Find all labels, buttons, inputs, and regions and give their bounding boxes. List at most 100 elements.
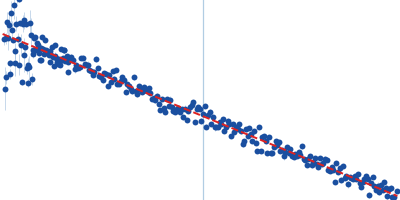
Point <box>252 141 259 144</box>
Point <box>261 134 267 137</box>
Point <box>131 76 137 79</box>
Point <box>32 35 38 38</box>
Point <box>184 119 190 122</box>
Point <box>256 125 262 128</box>
Point <box>156 103 162 106</box>
Point <box>50 55 56 58</box>
Point <box>323 158 330 162</box>
Point <box>249 139 256 143</box>
Point <box>182 107 188 110</box>
Point <box>136 84 142 88</box>
Point <box>175 106 182 109</box>
Point <box>231 130 238 134</box>
Point <box>384 195 391 198</box>
Point <box>203 125 210 128</box>
Point <box>170 109 177 112</box>
Point <box>318 163 325 166</box>
Point <box>13 22 19 25</box>
Point <box>241 140 248 143</box>
Point <box>230 123 236 126</box>
Point <box>224 119 231 122</box>
Point <box>32 48 39 51</box>
Point <box>240 142 246 145</box>
Point <box>73 64 80 67</box>
Point <box>98 76 104 79</box>
Point <box>271 146 277 149</box>
Point <box>165 105 172 108</box>
Point <box>310 160 317 163</box>
Point <box>178 108 185 111</box>
Point <box>295 150 302 154</box>
Point <box>51 54 58 58</box>
Point <box>9 28 15 31</box>
Point <box>20 19 27 22</box>
Point <box>58 47 64 51</box>
Point <box>284 146 290 149</box>
Point <box>2 87 8 90</box>
Point <box>122 90 129 94</box>
Point <box>355 172 361 176</box>
Point <box>248 133 254 136</box>
Point <box>356 182 363 185</box>
Point <box>259 135 266 138</box>
Point <box>137 88 144 91</box>
Point <box>81 62 88 65</box>
Point <box>28 33 34 37</box>
Point <box>172 111 178 114</box>
Point <box>391 196 397 199</box>
Point <box>292 152 298 155</box>
Point <box>376 190 382 193</box>
Point <box>50 65 57 68</box>
Point <box>258 150 264 153</box>
Point <box>96 74 102 77</box>
Point <box>335 170 341 173</box>
Point <box>49 46 55 49</box>
Point <box>289 155 295 158</box>
Point <box>113 69 119 72</box>
Point <box>38 59 44 62</box>
Point <box>394 189 400 192</box>
Point <box>108 80 114 83</box>
Point <box>386 187 392 191</box>
Point <box>19 81 25 84</box>
Point <box>24 81 31 84</box>
Point <box>328 166 335 169</box>
Point <box>126 84 132 87</box>
Point <box>216 120 223 123</box>
Point <box>25 63 32 66</box>
Point <box>72 68 78 71</box>
Point <box>83 63 90 67</box>
Point <box>106 73 112 76</box>
Point <box>346 176 353 179</box>
Point <box>379 188 386 192</box>
Point <box>16 63 23 66</box>
Point <box>154 94 160 98</box>
Point <box>162 111 168 114</box>
Point <box>358 186 364 189</box>
Point <box>3 37 10 40</box>
Point <box>215 126 221 129</box>
Point <box>23 22 29 25</box>
Point <box>169 105 175 108</box>
Point <box>279 148 285 151</box>
Point <box>174 107 180 110</box>
Point <box>159 97 165 100</box>
Point <box>348 177 354 180</box>
Point <box>226 122 233 125</box>
Point <box>236 122 242 125</box>
Point <box>10 3 17 6</box>
Point <box>197 107 203 111</box>
Point <box>254 149 261 152</box>
Point <box>21 54 28 57</box>
Point <box>315 165 322 168</box>
Point <box>142 88 149 91</box>
Point <box>15 38 21 41</box>
Point <box>345 183 351 186</box>
Point <box>146 87 152 90</box>
Point <box>187 105 193 108</box>
Point <box>238 130 244 133</box>
Point <box>269 151 276 154</box>
Point <box>366 194 372 197</box>
Point <box>53 57 59 60</box>
Point <box>364 177 371 181</box>
